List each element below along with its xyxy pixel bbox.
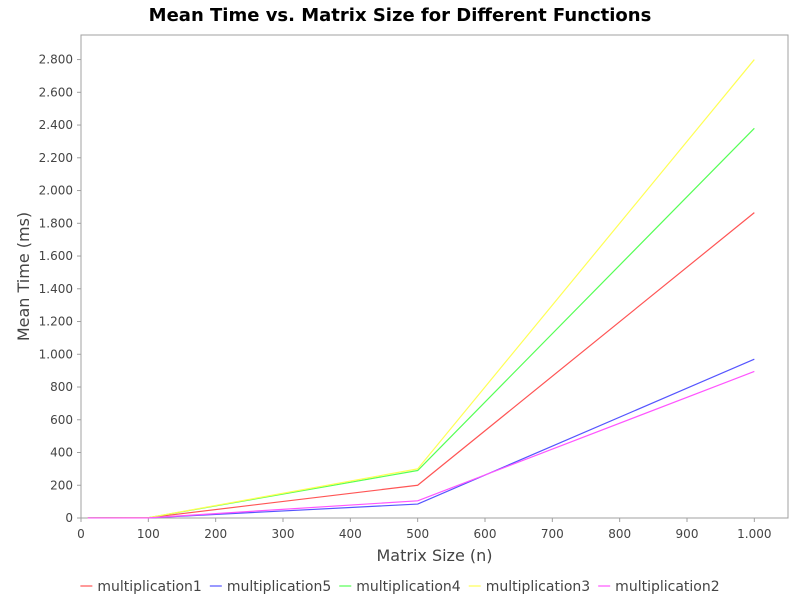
legend-label: multiplication2 <box>615 579 719 595</box>
y-tick-label: 200 <box>50 478 73 492</box>
y-tick-label: 2.600 <box>39 85 73 99</box>
legend-item: multiplication5 <box>209 579 331 595</box>
data-point-multiplication2 <box>753 370 756 373</box>
data-point-multiplication2 <box>147 516 150 519</box>
y-tick-label: 1.400 <box>39 282 73 296</box>
x-tick-label: 300 <box>272 527 295 541</box>
legend-label: multiplication1 <box>97 579 201 595</box>
x-tick-label: 900 <box>676 527 699 541</box>
y-tick-label: 2.200 <box>39 151 73 165</box>
data-point-multiplication1 <box>753 211 756 214</box>
y-axis-label: Mean Time (ms) <box>14 212 33 341</box>
legend-item: multiplication1 <box>80 579 202 595</box>
legend: multiplication1 multiplication5 multiplica… <box>80 579 720 595</box>
x-axis: 0 100 200 300 400 500 600 700 800 900 1.000 <box>77 518 772 541</box>
data-point-multiplication5 <box>416 503 419 506</box>
x-tick-label: 0 <box>77 527 85 541</box>
y-tick-label: 400 <box>50 446 73 460</box>
series-line-multiplication2 <box>87 370 755 519</box>
y-tick-label: 800 <box>50 380 73 394</box>
y-tick-label: 1.600 <box>39 249 73 263</box>
legend-label: multiplication5 <box>227 579 331 595</box>
series-group <box>86 58 756 519</box>
chart-title: Mean Time vs. Matrix Size for Different … <box>149 5 652 26</box>
legend-label: multiplication4 <box>356 579 461 595</box>
y-tick-label: 2.000 <box>39 184 73 198</box>
legend-label: multiplication3 <box>486 579 590 595</box>
x-tick-label: 1.000 <box>737 527 771 541</box>
legend-item: multiplication3 <box>468 579 590 595</box>
x-tick-label: 500 <box>406 527 429 541</box>
y-tick-label: 1.000 <box>39 347 73 361</box>
y-tick-label: 1.800 <box>39 216 73 230</box>
x-tick-label: 100 <box>137 527 160 541</box>
y-tick-label: 600 <box>50 413 73 427</box>
x-tick-label: 200 <box>204 527 227 541</box>
y-tick-label: 0 <box>65 511 73 525</box>
y-tick-label: 2.400 <box>39 118 73 132</box>
x-tick-label: 800 <box>608 527 631 541</box>
y-tick-label: 2.800 <box>39 53 73 67</box>
x-tick-label: 400 <box>339 527 362 541</box>
data-point-multiplication4 <box>753 127 756 130</box>
y-axis: 0 200 400 600 800 1.000 1.200 1.400 1.600 1.800 2.… <box>39 53 81 525</box>
data-point-multiplication2 <box>416 499 419 502</box>
y-tick-label: 1.200 <box>39 315 73 329</box>
data-point-multiplication3 <box>753 58 756 61</box>
x-axis-label: Matrix Size (n) <box>376 546 492 565</box>
legend-item: multiplication2 <box>598 579 720 595</box>
x-tick-label: 700 <box>541 527 564 541</box>
data-point-multiplication3 <box>416 467 419 470</box>
plot-area <box>80 34 789 519</box>
data-point-multiplication1 <box>416 484 419 487</box>
legend-item: multiplication4 <box>339 579 461 595</box>
data-point-multiplication2 <box>86 516 89 519</box>
x-tick-label: 600 <box>474 527 497 541</box>
data-point-multiplication5 <box>753 358 756 361</box>
